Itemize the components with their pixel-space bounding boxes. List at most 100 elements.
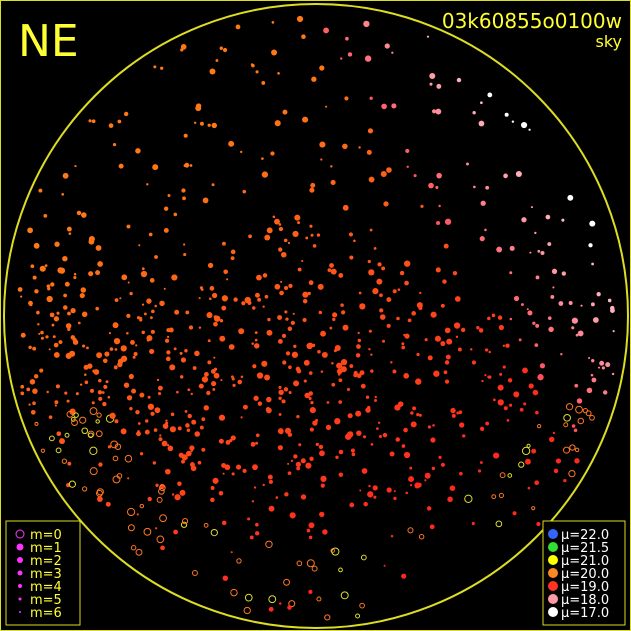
star	[487, 92, 493, 98]
star	[534, 480, 540, 486]
star	[487, 316, 491, 321]
star	[338, 567, 343, 573]
star	[426, 506, 432, 511]
star	[292, 230, 299, 238]
star	[56, 431, 62, 437]
star	[204, 371, 209, 377]
star	[334, 418, 341, 425]
star	[173, 212, 178, 217]
star	[520, 303, 524, 306]
star	[284, 285, 289, 291]
star	[95, 270, 101, 276]
star	[51, 323, 55, 327]
star	[305, 462, 312, 469]
star	[451, 413, 456, 418]
star	[185, 450, 192, 457]
star	[518, 461, 525, 468]
star	[519, 407, 524, 412]
star	[383, 201, 389, 207]
star	[446, 338, 453, 345]
star	[308, 280, 314, 286]
star	[536, 423, 542, 429]
star	[252, 306, 256, 310]
star	[539, 363, 546, 369]
star	[181, 459, 185, 464]
star	[340, 57, 343, 60]
star	[317, 283, 324, 290]
star	[160, 66, 164, 70]
star	[183, 133, 188, 138]
star	[166, 443, 170, 447]
star	[59, 438, 65, 445]
star	[52, 335, 56, 339]
star	[149, 348, 155, 355]
star	[17, 287, 23, 292]
star	[462, 434, 466, 438]
star	[329, 263, 334, 268]
brightness-marker	[548, 555, 558, 565]
star	[302, 291, 309, 298]
star	[218, 438, 224, 444]
star	[321, 351, 328, 358]
star	[349, 364, 354, 369]
star	[184, 348, 188, 353]
star	[208, 297, 212, 301]
brightness-marker	[548, 581, 558, 591]
star	[348, 232, 354, 237]
star	[278, 602, 282, 605]
star	[502, 365, 506, 369]
star	[266, 329, 273, 336]
star	[271, 21, 275, 24]
star	[441, 304, 445, 308]
star	[71, 419, 78, 426]
star	[366, 149, 372, 155]
star	[189, 445, 195, 451]
star	[152, 164, 159, 171]
star	[586, 387, 593, 394]
star	[611, 372, 615, 376]
star	[173, 529, 178, 535]
star	[55, 384, 60, 389]
star	[330, 268, 337, 275]
star	[530, 206, 533, 209]
star	[222, 472, 225, 475]
star	[73, 412, 79, 418]
star	[342, 204, 349, 211]
brightness-marker	[548, 607, 558, 617]
star	[532, 389, 539, 396]
star	[63, 293, 67, 298]
star	[412, 406, 417, 411]
brightness-marker	[548, 594, 558, 604]
star	[123, 382, 130, 388]
star	[165, 356, 171, 362]
star	[403, 373, 410, 379]
star	[81, 212, 87, 218]
star	[107, 445, 112, 449]
star	[320, 475, 327, 482]
star	[394, 404, 401, 411]
star	[395, 437, 400, 442]
star	[399, 270, 405, 276]
star	[150, 329, 155, 334]
star	[610, 308, 615, 314]
star	[251, 63, 255, 68]
star	[267, 474, 273, 480]
star	[183, 243, 186, 246]
star	[141, 330, 145, 335]
star	[253, 486, 257, 489]
star	[114, 298, 119, 302]
star	[360, 554, 367, 561]
star	[308, 589, 313, 594]
star	[407, 527, 414, 534]
star	[140, 270, 148, 278]
star	[73, 272, 77, 276]
star	[453, 322, 461, 329]
star	[213, 315, 218, 319]
star	[66, 399, 70, 403]
star	[261, 81, 266, 85]
star	[308, 371, 313, 375]
star	[309, 456, 314, 461]
star	[495, 520, 503, 528]
star	[403, 333, 406, 337]
